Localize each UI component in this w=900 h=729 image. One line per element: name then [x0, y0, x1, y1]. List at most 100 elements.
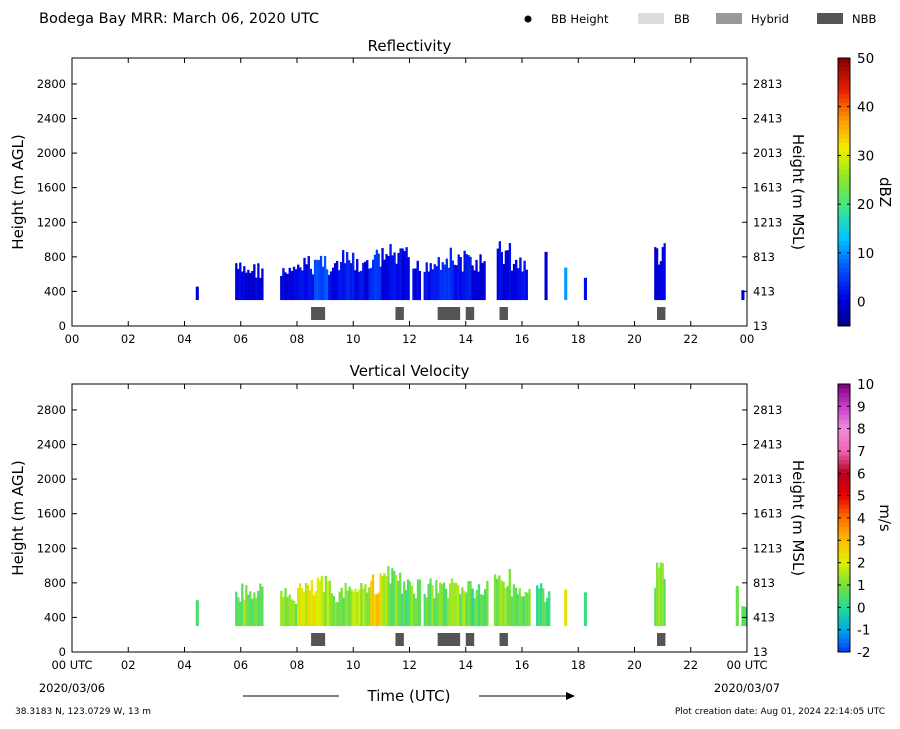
colorbar-cell: [838, 250, 850, 255]
colorbar-cell: [838, 80, 850, 86]
echo-strip: [506, 585, 509, 627]
colorbar-cell: [838, 544, 850, 550]
echo-strip: [441, 584, 444, 627]
echo-strip: [360, 583, 363, 627]
x-tick-label: 10: [346, 658, 361, 672]
colorbar-cell: [838, 410, 850, 416]
echo-strip: [239, 601, 242, 627]
colorbar-cell: [838, 495, 850, 501]
echo-strip: [326, 581, 330, 627]
echo-strip: [249, 591, 252, 627]
colorbar-cell: [838, 446, 850, 452]
colorbar-cell: [838, 205, 850, 211]
colorbar-cell: [838, 437, 850, 443]
echo-strip: [463, 250, 466, 301]
echo-strip: [317, 260, 321, 301]
echo-strip: [405, 247, 408, 301]
echo-strip: [253, 264, 256, 301]
colorbar-cell: [838, 647, 850, 653]
echo-strip: [451, 260, 454, 301]
echo-strip: [323, 256, 327, 301]
echo-strip: [449, 247, 452, 301]
y-tick-label-right: 1213: [753, 215, 782, 229]
colorbar-tick-label: 30: [857, 148, 874, 164]
nbb-block: [437, 633, 461, 646]
echo-strip: [496, 248, 499, 301]
nbb-block: [465, 633, 475, 646]
colorbar-cell: [838, 616, 850, 622]
colorbar-cell: [838, 290, 850, 296]
echo-strip: [297, 264, 300, 301]
echo-strip: [387, 566, 390, 627]
echo-strip: [335, 261, 339, 301]
echo-strip: [327, 274, 331, 301]
colorbar-cell: [838, 66, 850, 72]
echo-strip: [319, 255, 323, 301]
echo-strip: [300, 588, 304, 627]
colorbar-cell: [838, 406, 850, 412]
echo-strip: [312, 595, 316, 627]
echo-strip: [249, 272, 252, 301]
echo-strip: [389, 244, 392, 301]
nbb-block: [395, 307, 404, 320]
echo-strip: [391, 568, 394, 627]
echo-strip: [255, 597, 258, 627]
echo-strip: [324, 575, 328, 627]
x-tick-label: 00 UTC: [51, 658, 92, 672]
colorbar-cell: [838, 504, 850, 510]
colorbar-cell: [838, 263, 850, 269]
echo-strip: [370, 267, 373, 301]
echo-strip: [352, 591, 355, 627]
echo-strip: [512, 584, 515, 627]
echo-strip: [457, 254, 460, 301]
x-tick-label: 16: [515, 658, 530, 672]
echo-strip: [425, 262, 428, 301]
x-tick-label: 20: [627, 332, 642, 346]
y-tick-label-left: 2400: [37, 438, 66, 452]
echo-strip: [375, 594, 378, 627]
echo-strip: [519, 257, 522, 301]
echo-strip: [320, 575, 324, 627]
echo-strip: [350, 589, 353, 627]
echo-strip: [352, 252, 355, 301]
echo-strip: [433, 598, 436, 627]
y-tick-label-right: 2413: [753, 438, 782, 452]
y-tick-label-left: 400: [44, 610, 66, 624]
echo-strip: [356, 259, 359, 301]
echo-strip: [500, 251, 504, 301]
echo-strip: [498, 575, 501, 627]
echo-strip: [360, 270, 363, 301]
colorbar-cell: [838, 125, 850, 130]
echo-strip: [445, 258, 448, 301]
colorbar-cell: [838, 553, 850, 559]
colorbar-cell: [838, 571, 850, 577]
y-tick-label-right: 13: [753, 645, 768, 659]
echo-strip: [257, 263, 260, 301]
echo-strip: [393, 570, 396, 627]
colorbar-cell: [838, 169, 850, 175]
echo-strip: [344, 582, 347, 627]
colorbar-cell: [838, 227, 850, 233]
echo-strip: [471, 588, 474, 627]
echo-strip: [290, 599, 294, 627]
echo-strip: [508, 243, 512, 301]
date-start-label: 2020/03/06: [39, 681, 105, 695]
colorbar-frame: [837, 57, 851, 327]
echo-strip: [302, 591, 306, 627]
colorbar-cell: [838, 513, 850, 519]
echo-strip: [288, 267, 291, 301]
colorbar-tick-label: 50: [857, 51, 874, 67]
colorbar-cell: [838, 89, 850, 95]
echo-strip: [663, 578, 666, 627]
y-tick-label-left: 2800: [37, 403, 66, 417]
echo-strip: [431, 269, 434, 301]
colorbar-cell: [838, 236, 850, 242]
echo-strip: [465, 254, 468, 301]
colorbar-cell: [838, 120, 850, 126]
legend: BB Height BB Hybrid NBB: [524, 12, 876, 26]
echo-strip: [334, 602, 337, 627]
echo-strip: [282, 597, 285, 627]
echo-strip: [375, 249, 378, 301]
colorbar-tick-label: -1: [857, 623, 870, 639]
colorbar-cell: [838, 428, 850, 434]
